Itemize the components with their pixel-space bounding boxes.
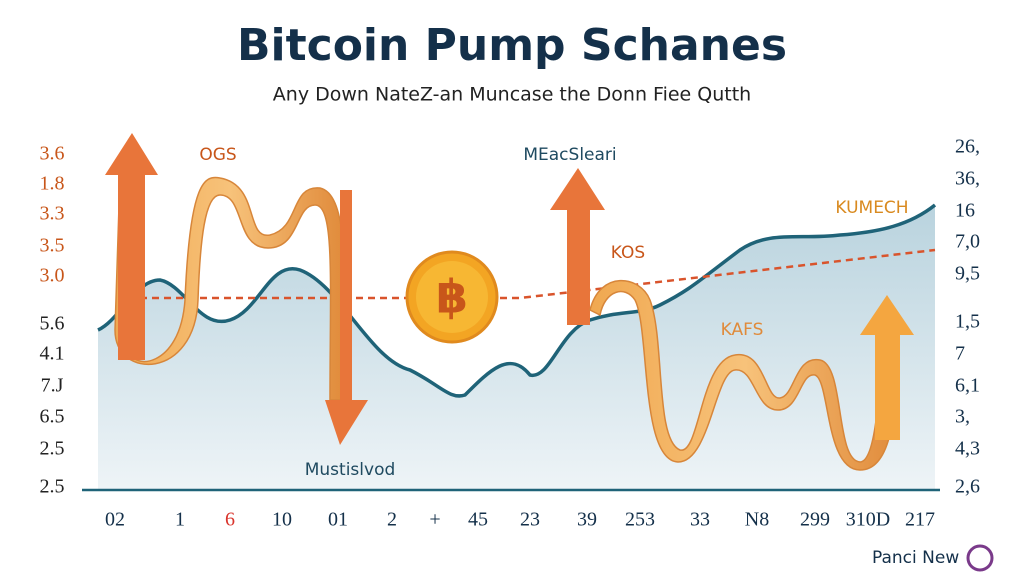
- bottom-label: 6: [225, 509, 235, 531]
- arrow-down: [325, 190, 368, 445]
- bottom-label: 01: [328, 509, 348, 531]
- bottom-label: 253: [625, 509, 655, 531]
- bottom-label: 10: [272, 509, 292, 531]
- arrow-up: [860, 295, 914, 440]
- bottom-label: 310D: [846, 509, 890, 531]
- bottom-label: 02: [105, 509, 125, 531]
- right-label: 4,3: [955, 438, 980, 460]
- right-label: 1,5: [955, 311, 980, 333]
- bottom-label: 45: [468, 509, 488, 531]
- trend-line: [97, 203, 937, 398]
- annotation: KAFS: [721, 320, 764, 340]
- coin-inner: [416, 261, 488, 333]
- left-label: 3.3: [40, 203, 65, 225]
- bottom-label: 33: [690, 509, 710, 531]
- bottom-label: 23: [520, 509, 540, 531]
- left-label: 3.6: [40, 143, 65, 165]
- title: Bitcoin Pump Schanes: [237, 20, 787, 71]
- bottom-label: +: [429, 509, 440, 531]
- logo: [966, 544, 994, 572]
- left-label: 2.5: [40, 476, 65, 498]
- bottom-label: 1: [175, 509, 185, 531]
- annotation: OGS: [199, 145, 236, 165]
- arrow-up: [105, 133, 158, 360]
- right-label: 36,: [955, 168, 980, 190]
- dashed-line: [140, 248, 936, 300]
- annotation: Mustislvod: [305, 460, 396, 480]
- coin-symbol: ฿: [436, 270, 468, 324]
- right-label: 6,1: [955, 375, 980, 397]
- right-label: 7: [955, 343, 965, 365]
- right-label: 9,5: [955, 263, 980, 285]
- left-label: 6.5: [40, 406, 65, 428]
- right-label: 26,: [955, 136, 980, 158]
- left-label: 1.8: [40, 173, 65, 195]
- right-label: 16: [955, 200, 975, 222]
- left-label: 3.5: [40, 235, 65, 257]
- left-label: 5.6: [40, 313, 65, 335]
- annotation: KUMECH: [835, 198, 908, 218]
- footer-brand: Panci New: [872, 548, 959, 568]
- left-label: 7.J: [41, 375, 64, 397]
- left-label: 2.5: [40, 438, 65, 460]
- bottom-label: N8: [745, 509, 769, 531]
- right-label: 7,0: [955, 231, 980, 253]
- annotation: MEacSleari: [523, 145, 616, 165]
- arrow-up: [550, 168, 605, 325]
- subtitle: Any Down NateZ-an Muncase the Donn Fiee …: [273, 84, 751, 106]
- right-label: 2,6: [955, 476, 980, 498]
- left-label: 4.1: [40, 343, 65, 365]
- left-label: 3.0: [40, 265, 65, 287]
- annotation: KOS: [611, 243, 645, 263]
- bottom-label: 217: [905, 509, 935, 531]
- bottom-label: 2: [387, 509, 397, 531]
- right-label: 3,: [955, 406, 970, 428]
- area: [98, 205, 935, 490]
- bottom-label: 39: [577, 509, 597, 531]
- bottom-label: 299: [800, 509, 830, 531]
